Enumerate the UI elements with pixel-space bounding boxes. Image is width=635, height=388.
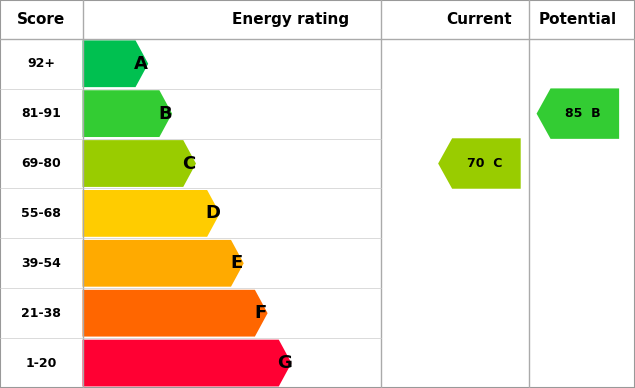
Polygon shape xyxy=(83,290,267,336)
Text: Potential: Potential xyxy=(538,12,617,27)
Text: 85  B: 85 B xyxy=(565,107,601,120)
Text: D: D xyxy=(205,204,220,222)
Text: 92+: 92+ xyxy=(27,57,55,70)
Text: F: F xyxy=(255,304,267,322)
Polygon shape xyxy=(83,40,148,87)
Polygon shape xyxy=(83,340,291,386)
Polygon shape xyxy=(83,90,172,137)
Text: E: E xyxy=(231,254,243,272)
Polygon shape xyxy=(438,138,521,189)
Text: 1-20: 1-20 xyxy=(25,357,57,369)
Text: Score: Score xyxy=(17,12,65,27)
Text: 39-54: 39-54 xyxy=(22,257,61,270)
Text: 55-68: 55-68 xyxy=(22,207,61,220)
Polygon shape xyxy=(83,240,244,287)
Text: 70  C: 70 C xyxy=(467,157,502,170)
Text: 69-80: 69-80 xyxy=(22,157,61,170)
Text: 21-38: 21-38 xyxy=(22,307,61,320)
Text: Current: Current xyxy=(446,12,512,27)
Polygon shape xyxy=(83,190,220,237)
Text: G: G xyxy=(277,354,292,372)
Text: Energy rating: Energy rating xyxy=(232,12,349,27)
Polygon shape xyxy=(537,88,619,139)
Text: C: C xyxy=(182,154,196,173)
Text: B: B xyxy=(158,105,172,123)
Text: A: A xyxy=(134,55,148,73)
Text: 81-91: 81-91 xyxy=(22,107,61,120)
Polygon shape xyxy=(83,140,196,187)
